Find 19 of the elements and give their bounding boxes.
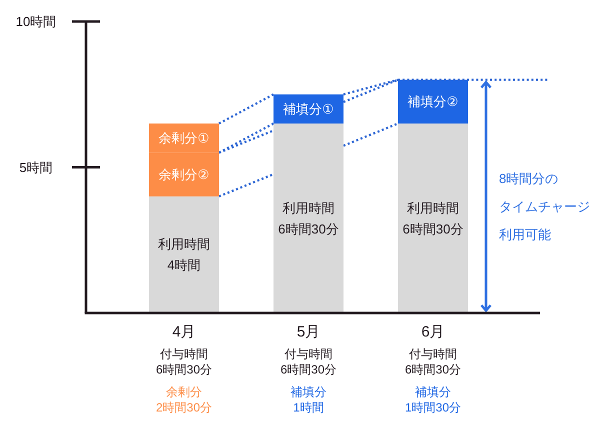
bar-label: 補填分① <box>283 101 334 116</box>
note: 付与時間 6時間30分 <box>156 346 212 376</box>
bar-label: 余剰分② <box>158 167 210 182</box>
x-tick-label: 5月 <box>296 324 320 340</box>
bar-label: 利用時間 6時間30分 <box>402 200 464 236</box>
note: 補填分 1時間 <box>290 384 326 414</box>
bar-label: 利用時間 4時間 <box>158 236 210 273</box>
x-tick-label: 6月 <box>421 324 445 340</box>
note: 余剰分 2時間30分 <box>156 384 212 414</box>
bar-label: 利用時間 6時間30分 <box>278 200 339 236</box>
y-tick-label: 5時間 <box>19 160 53 175</box>
note: 付与時間 6時間30分 <box>404 346 462 376</box>
bar-label: 補填分② <box>408 94 458 110</box>
x-tick-label: 4月 <box>172 324 196 340</box>
note: 付与時間 6時間30分 <box>280 346 337 376</box>
y-tick-label: 10時間 <box>16 14 56 29</box>
note: 補填分 1時間30分 <box>404 384 462 414</box>
bar-label: 余剰分① <box>158 130 210 146</box>
note: 8時間分のタイムチャージ利用可能 <box>499 170 590 242</box>
